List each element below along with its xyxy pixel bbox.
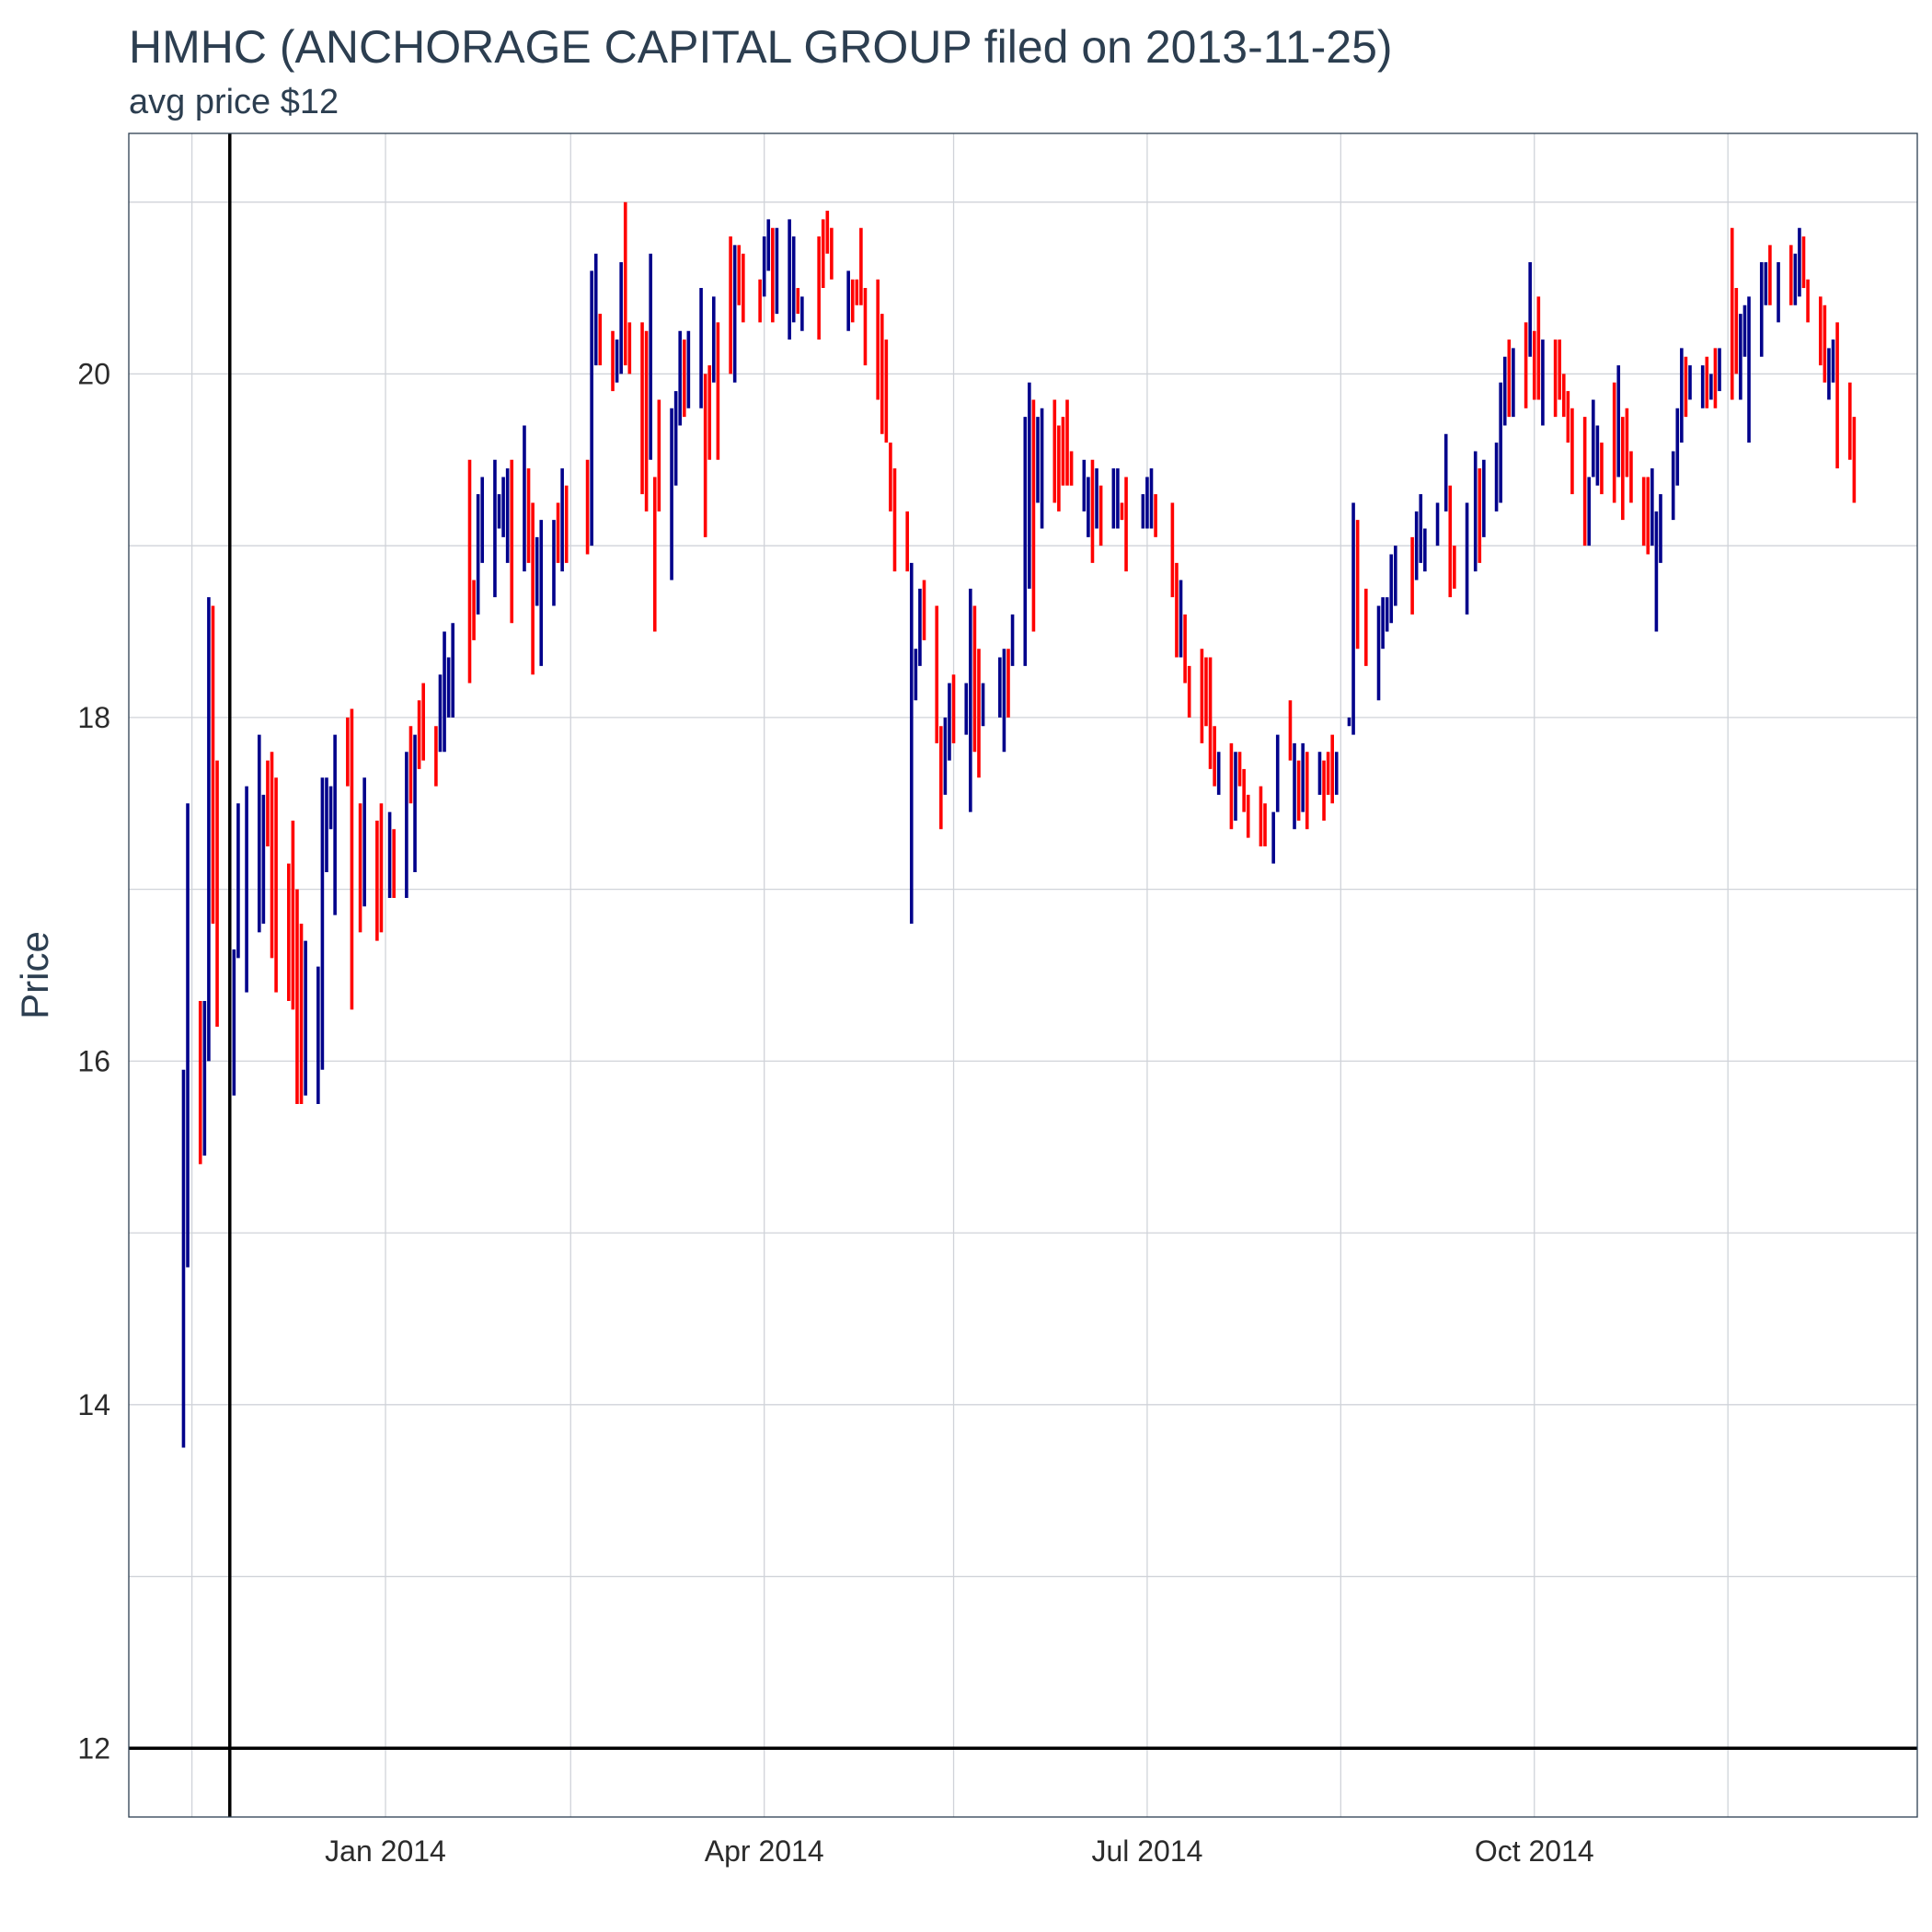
grid-lines xyxy=(129,133,1917,1817)
y-tick-label: 18 xyxy=(77,701,110,734)
y-tick-label: 12 xyxy=(77,1731,110,1765)
y-axis-ticks: 12 14 16 18 20 xyxy=(77,357,110,1765)
x-axis-ticks: Jan 2014 Apr 2014 Jul 2014 Oct 2014 xyxy=(325,1834,1593,1868)
plot-frame xyxy=(128,132,1918,1818)
y-tick-label: 20 xyxy=(77,357,110,390)
y-tick-label: 14 xyxy=(77,1388,110,1421)
x-tick-label: Oct 2014 xyxy=(1475,1834,1594,1868)
y-tick-label: 16 xyxy=(77,1044,110,1077)
x-tick-label: Jul 2014 xyxy=(1091,1834,1202,1868)
x-tick-label: Apr 2014 xyxy=(705,1834,824,1868)
chart-subtitle: avg price $12 xyxy=(129,83,339,121)
price-bars xyxy=(181,201,1857,1448)
reference-lines xyxy=(129,133,1917,1817)
x-tick-label: Jan 2014 xyxy=(325,1834,446,1868)
y-axis-label: Price xyxy=(13,931,56,1019)
chart-title: HMHC (ANCHORAGE CAPITAL GROUP filed on 2… xyxy=(129,21,1393,73)
